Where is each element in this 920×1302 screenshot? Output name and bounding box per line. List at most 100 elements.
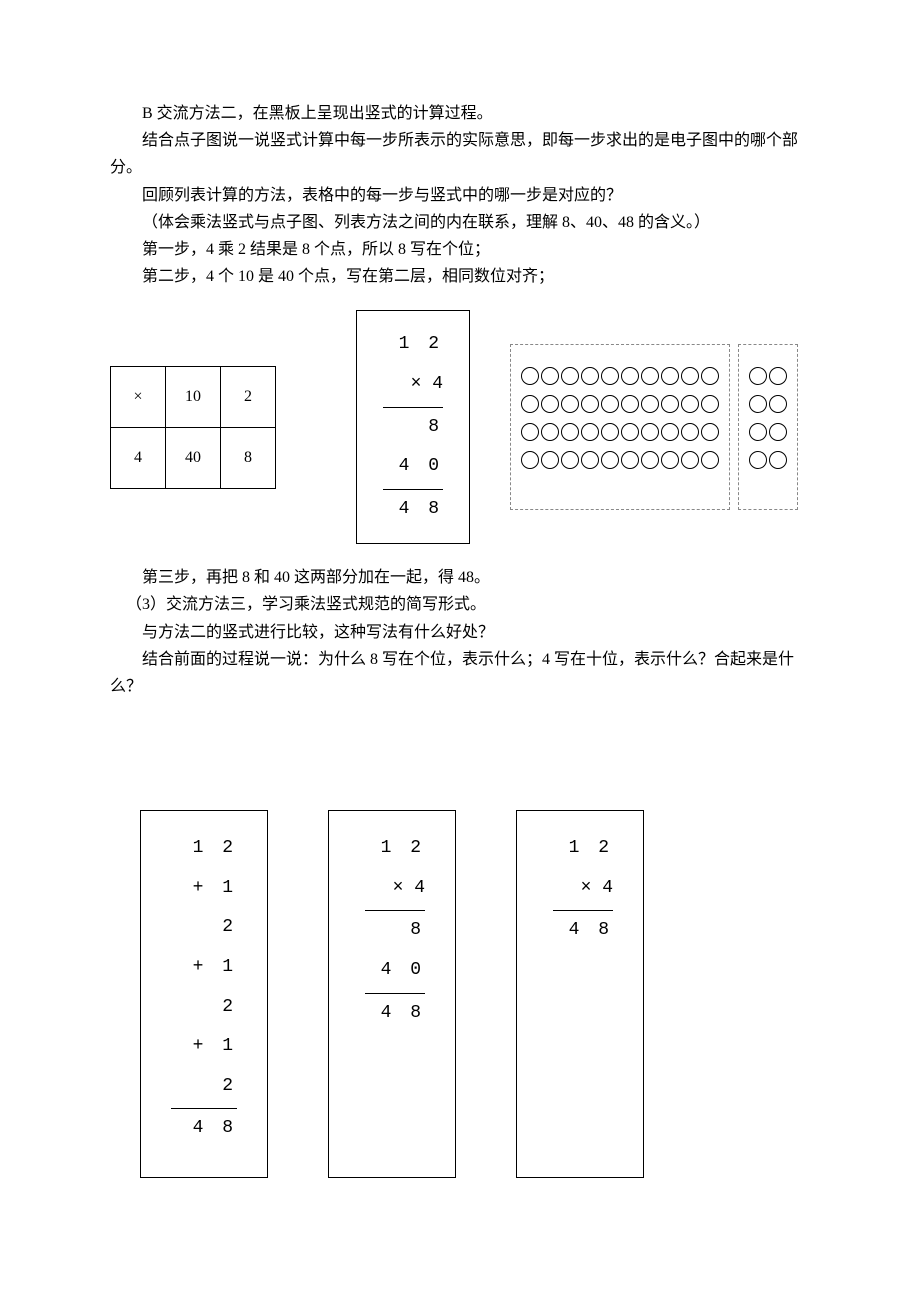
dot-icon	[661, 423, 679, 441]
calc-line: 4 8	[547, 911, 613, 951]
dot-icon	[621, 423, 639, 441]
dot-icon	[521, 367, 539, 385]
dot-icon	[561, 395, 579, 413]
dot-row	[749, 395, 787, 413]
dot-icon	[749, 395, 767, 413]
dot-icon	[641, 395, 659, 413]
calc-line: × 4	[553, 869, 613, 912]
calc-line: 8	[359, 911, 425, 951]
dot-icon	[561, 367, 579, 385]
dot-icon	[681, 367, 699, 385]
dot-icon	[621, 367, 639, 385]
calc-line: + 1 2	[171, 948, 237, 1027]
dot-icon	[681, 423, 699, 441]
table-cell: 4	[111, 427, 166, 488]
dot-row	[521, 367, 719, 385]
dot-row	[749, 423, 787, 441]
calc-line: 1 2	[383, 325, 443, 365]
paragraph: 结合点子图说一说竖式计算中每一步所表示的实际意思，即每一步求出的是电子图中的哪个…	[110, 127, 810, 181]
table-cell: 10	[166, 366, 221, 427]
paragraph: 第一步，4 乘 2 结果是 8 个点，所以 8 写在个位；	[110, 236, 810, 263]
dot-icon	[601, 395, 619, 413]
dot-icon	[521, 451, 539, 469]
calc-line: + 1 2	[171, 1027, 237, 1109]
dot-icon	[581, 451, 599, 469]
dot-icon	[661, 395, 679, 413]
dot-icon	[621, 451, 639, 469]
dot-row	[749, 451, 787, 469]
table-cell: ×	[111, 366, 166, 427]
calc-box-short: 1 2 × 4 4 8	[516, 810, 644, 1178]
calc-line: 4 0	[383, 447, 443, 490]
dot-row	[521, 395, 719, 413]
paragraph: （体会乘法竖式与点子图、列表方法之间的内在联系，理解 8、40、48 的含义。）	[110, 209, 810, 236]
paragraph: 回顾列表计算的方法，表格中的每一步与竖式中的哪一步是对应的？	[110, 182, 810, 209]
dot-icon	[641, 367, 659, 385]
paragraph: 与方法二的竖式进行比较，这种写法有什么好处？	[110, 619, 810, 646]
dots-left-group	[510, 344, 730, 510]
calc-line: 1 2	[547, 829, 613, 869]
figure-row-2: 1 2 + 1 2 + 1 2 + 1 2 4 8 1 2 × 4 8 4 0 …	[140, 810, 810, 1178]
dot-icon	[661, 367, 679, 385]
dot-icon	[749, 367, 767, 385]
vertical-calc-expanded: 1 2 × 4 8 4 0 4 8	[356, 310, 470, 544]
dot-icon	[581, 423, 599, 441]
dot-icon	[601, 451, 619, 469]
dot-icon	[769, 395, 787, 413]
paragraph: B 交流方法二，在黑板上呈现出竖式的计算过程。	[110, 100, 810, 127]
calc-box-expanded: 1 2 × 4 8 4 0 4 8	[328, 810, 456, 1178]
table-cell: 2	[221, 366, 276, 427]
figure-row-1: × 10 2 4 40 8 1 2 × 4 8 4 0 4 8	[110, 310, 810, 544]
dot-icon	[701, 451, 719, 469]
calc-line: + 1 2	[171, 869, 237, 948]
dot-icon	[769, 451, 787, 469]
document-page: B 交流方法二，在黑板上呈现出竖式的计算过程。 结合点子图说一说竖式计算中每一步…	[0, 0, 920, 1238]
dot-icon	[641, 423, 659, 441]
dots-diagram	[510, 344, 798, 510]
calc-line: 4 0	[365, 951, 425, 994]
dot-icon	[701, 367, 719, 385]
dot-icon	[521, 395, 539, 413]
dot-icon	[521, 423, 539, 441]
dot-icon	[681, 451, 699, 469]
dot-icon	[681, 395, 699, 413]
dot-icon	[701, 423, 719, 441]
dot-row	[521, 423, 719, 441]
table-cell: 8	[221, 427, 276, 488]
dot-row	[749, 367, 787, 385]
calc-line: 8	[383, 408, 443, 448]
dot-icon	[601, 367, 619, 385]
calc-line: 4 8	[383, 490, 443, 530]
dots-right-group	[738, 344, 798, 510]
table-cell: 40	[166, 427, 221, 488]
paragraph: 结合前面的过程说一说：为什么 8 写在个位，表示什么；4 写在十位，表示什么？合…	[110, 646, 810, 700]
dot-icon	[701, 395, 719, 413]
dot-icon	[561, 451, 579, 469]
dot-icon	[749, 423, 767, 441]
dot-icon	[601, 423, 619, 441]
dot-row	[521, 451, 719, 469]
paragraph: 第三步，再把 8 和 40 这两部分加在一起，得 48。	[110, 564, 810, 591]
dot-icon	[641, 451, 659, 469]
dot-icon	[541, 367, 559, 385]
calc-box-addition: 1 2 + 1 2 + 1 2 + 1 2 4 8	[140, 810, 268, 1178]
paragraph: 第二步，4 个 10 是 40 个点，写在第二层，相同数位对齐；	[110, 263, 810, 290]
calc-line: 4 8	[359, 994, 425, 1034]
calc-line: 4 8	[171, 1109, 237, 1149]
dot-icon	[581, 395, 599, 413]
dot-icon	[769, 423, 787, 441]
calc-line: × 4	[365, 869, 425, 912]
multiplication-table: × 10 2 4 40 8	[110, 366, 276, 489]
dot-icon	[561, 423, 579, 441]
dot-icon	[661, 451, 679, 469]
calc-line: 1 2	[171, 829, 237, 869]
dot-icon	[541, 451, 559, 469]
calc-line: × 4	[383, 365, 443, 408]
dot-icon	[769, 367, 787, 385]
dot-icon	[621, 395, 639, 413]
dot-icon	[749, 451, 767, 469]
calc-line: 1 2	[359, 829, 425, 869]
dot-icon	[541, 395, 559, 413]
dot-icon	[581, 367, 599, 385]
dot-icon	[541, 423, 559, 441]
